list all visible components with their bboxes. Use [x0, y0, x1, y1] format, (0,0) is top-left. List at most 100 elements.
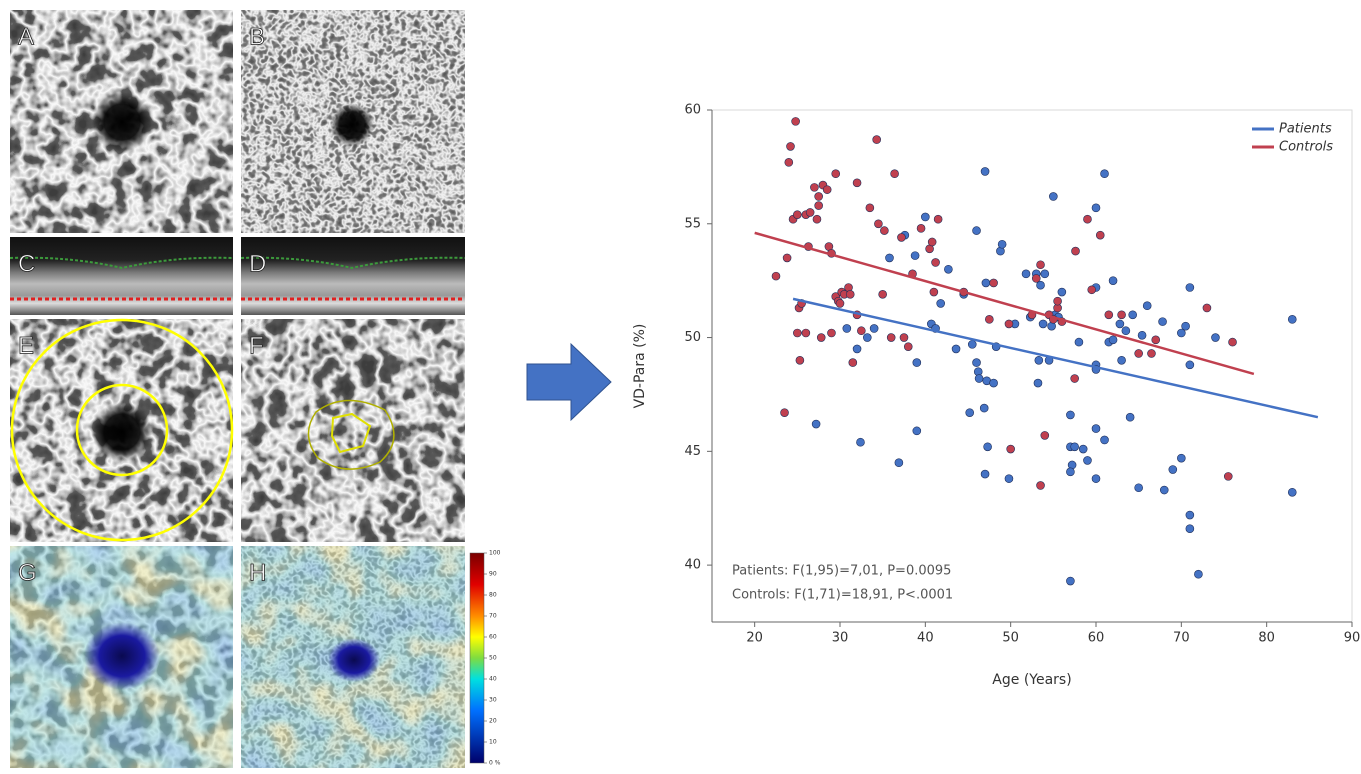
- colorbar: [469, 552, 485, 764]
- scatter-point: [1091, 203, 1101, 213]
- scatter-point: [1211, 333, 1220, 342]
- legend-label: Controls: [1279, 140, 1333, 155]
- scatter-point: [979, 403, 989, 413]
- scatter-point: [1168, 465, 1178, 474]
- scatter-point: [1159, 485, 1169, 495]
- image-panel: [9, 237, 234, 315]
- scatter-point: [1185, 360, 1195, 370]
- y-tick-label: 40: [684, 558, 701, 573]
- scatter-point: [1021, 269, 1031, 279]
- scatter-point: [989, 378, 998, 388]
- x-tick-label: 70: [1173, 631, 1190, 646]
- scatter-point: [856, 437, 865, 447]
- colorbar-tick-label: 100: [489, 550, 501, 557]
- scatter-point: [1177, 453, 1186, 463]
- scatter-point: [784, 158, 794, 167]
- x-axis-title: Age (Years): [992, 672, 1071, 688]
- scatter-point: [1091, 474, 1101, 483]
- scatter-point: [972, 226, 981, 235]
- panel-label: D: [249, 250, 266, 277]
- arrow: [526, 342, 612, 422]
- scatter-point: [890, 169, 899, 179]
- x-tick-label: 30: [832, 631, 849, 646]
- scatter-point: [974, 374, 984, 383]
- image-panel: [241, 319, 465, 542]
- scatter-point: [1006, 444, 1015, 454]
- x-tick-label: 40: [917, 631, 934, 646]
- y-tick-label: 45: [684, 444, 701, 459]
- scatter-point: [1151, 335, 1161, 345]
- scatter-point: [814, 192, 823, 201]
- scatter-point: [1121, 326, 1131, 336]
- scatter-point: [967, 340, 977, 349]
- scatter-point: [1004, 474, 1014, 483]
- colorbar-tick-label: 60: [489, 634, 497, 641]
- scatter-point: [894, 458, 904, 468]
- scatter-point: [1078, 444, 1088, 454]
- scatter-point: [1134, 483, 1143, 493]
- scatter-point: [1066, 410, 1075, 420]
- scatter-point: [980, 469, 990, 479]
- panel-label: E: [18, 332, 34, 359]
- scatter-point: [936, 299, 945, 308]
- scatter-point: [899, 333, 909, 342]
- x-tick-label: 90: [1344, 631, 1361, 646]
- scatter-point: [878, 290, 887, 299]
- panel-label: F: [249, 332, 264, 359]
- scatter-point: [1091, 424, 1101, 433]
- image-panel: [10, 10, 233, 233]
- colorbar-tick-label: 50: [489, 655, 497, 662]
- x-tick-label: 60: [1088, 631, 1105, 646]
- scatter-point: [814, 201, 823, 210]
- colorbar-tick-label: 80: [489, 592, 497, 599]
- plot-frame: [711, 109, 1353, 623]
- fit-line: [792, 297, 1319, 419]
- scatter-point: [989, 278, 998, 288]
- scatter-point: [886, 333, 896, 342]
- scatter-point: [1104, 310, 1114, 320]
- scatter-point: [1181, 321, 1190, 331]
- scatter-point: [874, 219, 883, 229]
- annotation: Controls: F(1,71)=18,91, P<.0001: [732, 588, 953, 603]
- scatter-point: [1070, 442, 1079, 452]
- image-panel: [241, 546, 465, 768]
- scatter-point: [816, 333, 826, 342]
- scatter-point: [852, 344, 862, 354]
- y-axis-title: VD-Para (%): [632, 324, 648, 409]
- scatter-point: [863, 333, 872, 342]
- scatter-point: [782, 253, 792, 263]
- scatter-point: [801, 328, 811, 338]
- scatter-point: [1108, 276, 1118, 285]
- scatter-point: [880, 226, 889, 235]
- colorbar-tick-label: 0 %: [489, 760, 501, 767]
- scatter-point: [980, 167, 990, 176]
- scatter-point: [1125, 412, 1135, 422]
- scatter-point: [916, 224, 926, 233]
- scatter-point: [1087, 285, 1097, 295]
- scatter-point: [1147, 349, 1156, 358]
- scatter-point: [1036, 260, 1045, 270]
- scatter-point: [1142, 301, 1152, 310]
- scatter-point: [1194, 569, 1203, 579]
- image-panel: [241, 10, 465, 233]
- scatter-point: [1034, 356, 1044, 365]
- colorbar-tick-label: 90: [489, 571, 497, 578]
- scatter-point: [944, 264, 953, 274]
- scatter-point: [1117, 356, 1126, 365]
- scatter-point: [897, 233, 906, 242]
- image-panel: [240, 237, 466, 315]
- scatter-point: [865, 203, 875, 213]
- scatter-point: [997, 239, 1007, 249]
- scatter-point: [910, 251, 920, 260]
- colorbar-tick-label: 70: [489, 613, 497, 620]
- scatter-point: [951, 344, 961, 354]
- scatter-point: [912, 358, 922, 367]
- scatter-point: [903, 342, 913, 351]
- scatter-point: [1177, 328, 1186, 338]
- scatter-point: [1071, 246, 1080, 256]
- scatter-point: [822, 185, 832, 194]
- y-tick-label: 50: [684, 330, 701, 345]
- scatter-point: [1117, 310, 1126, 320]
- scatter-point: [1128, 310, 1137, 320]
